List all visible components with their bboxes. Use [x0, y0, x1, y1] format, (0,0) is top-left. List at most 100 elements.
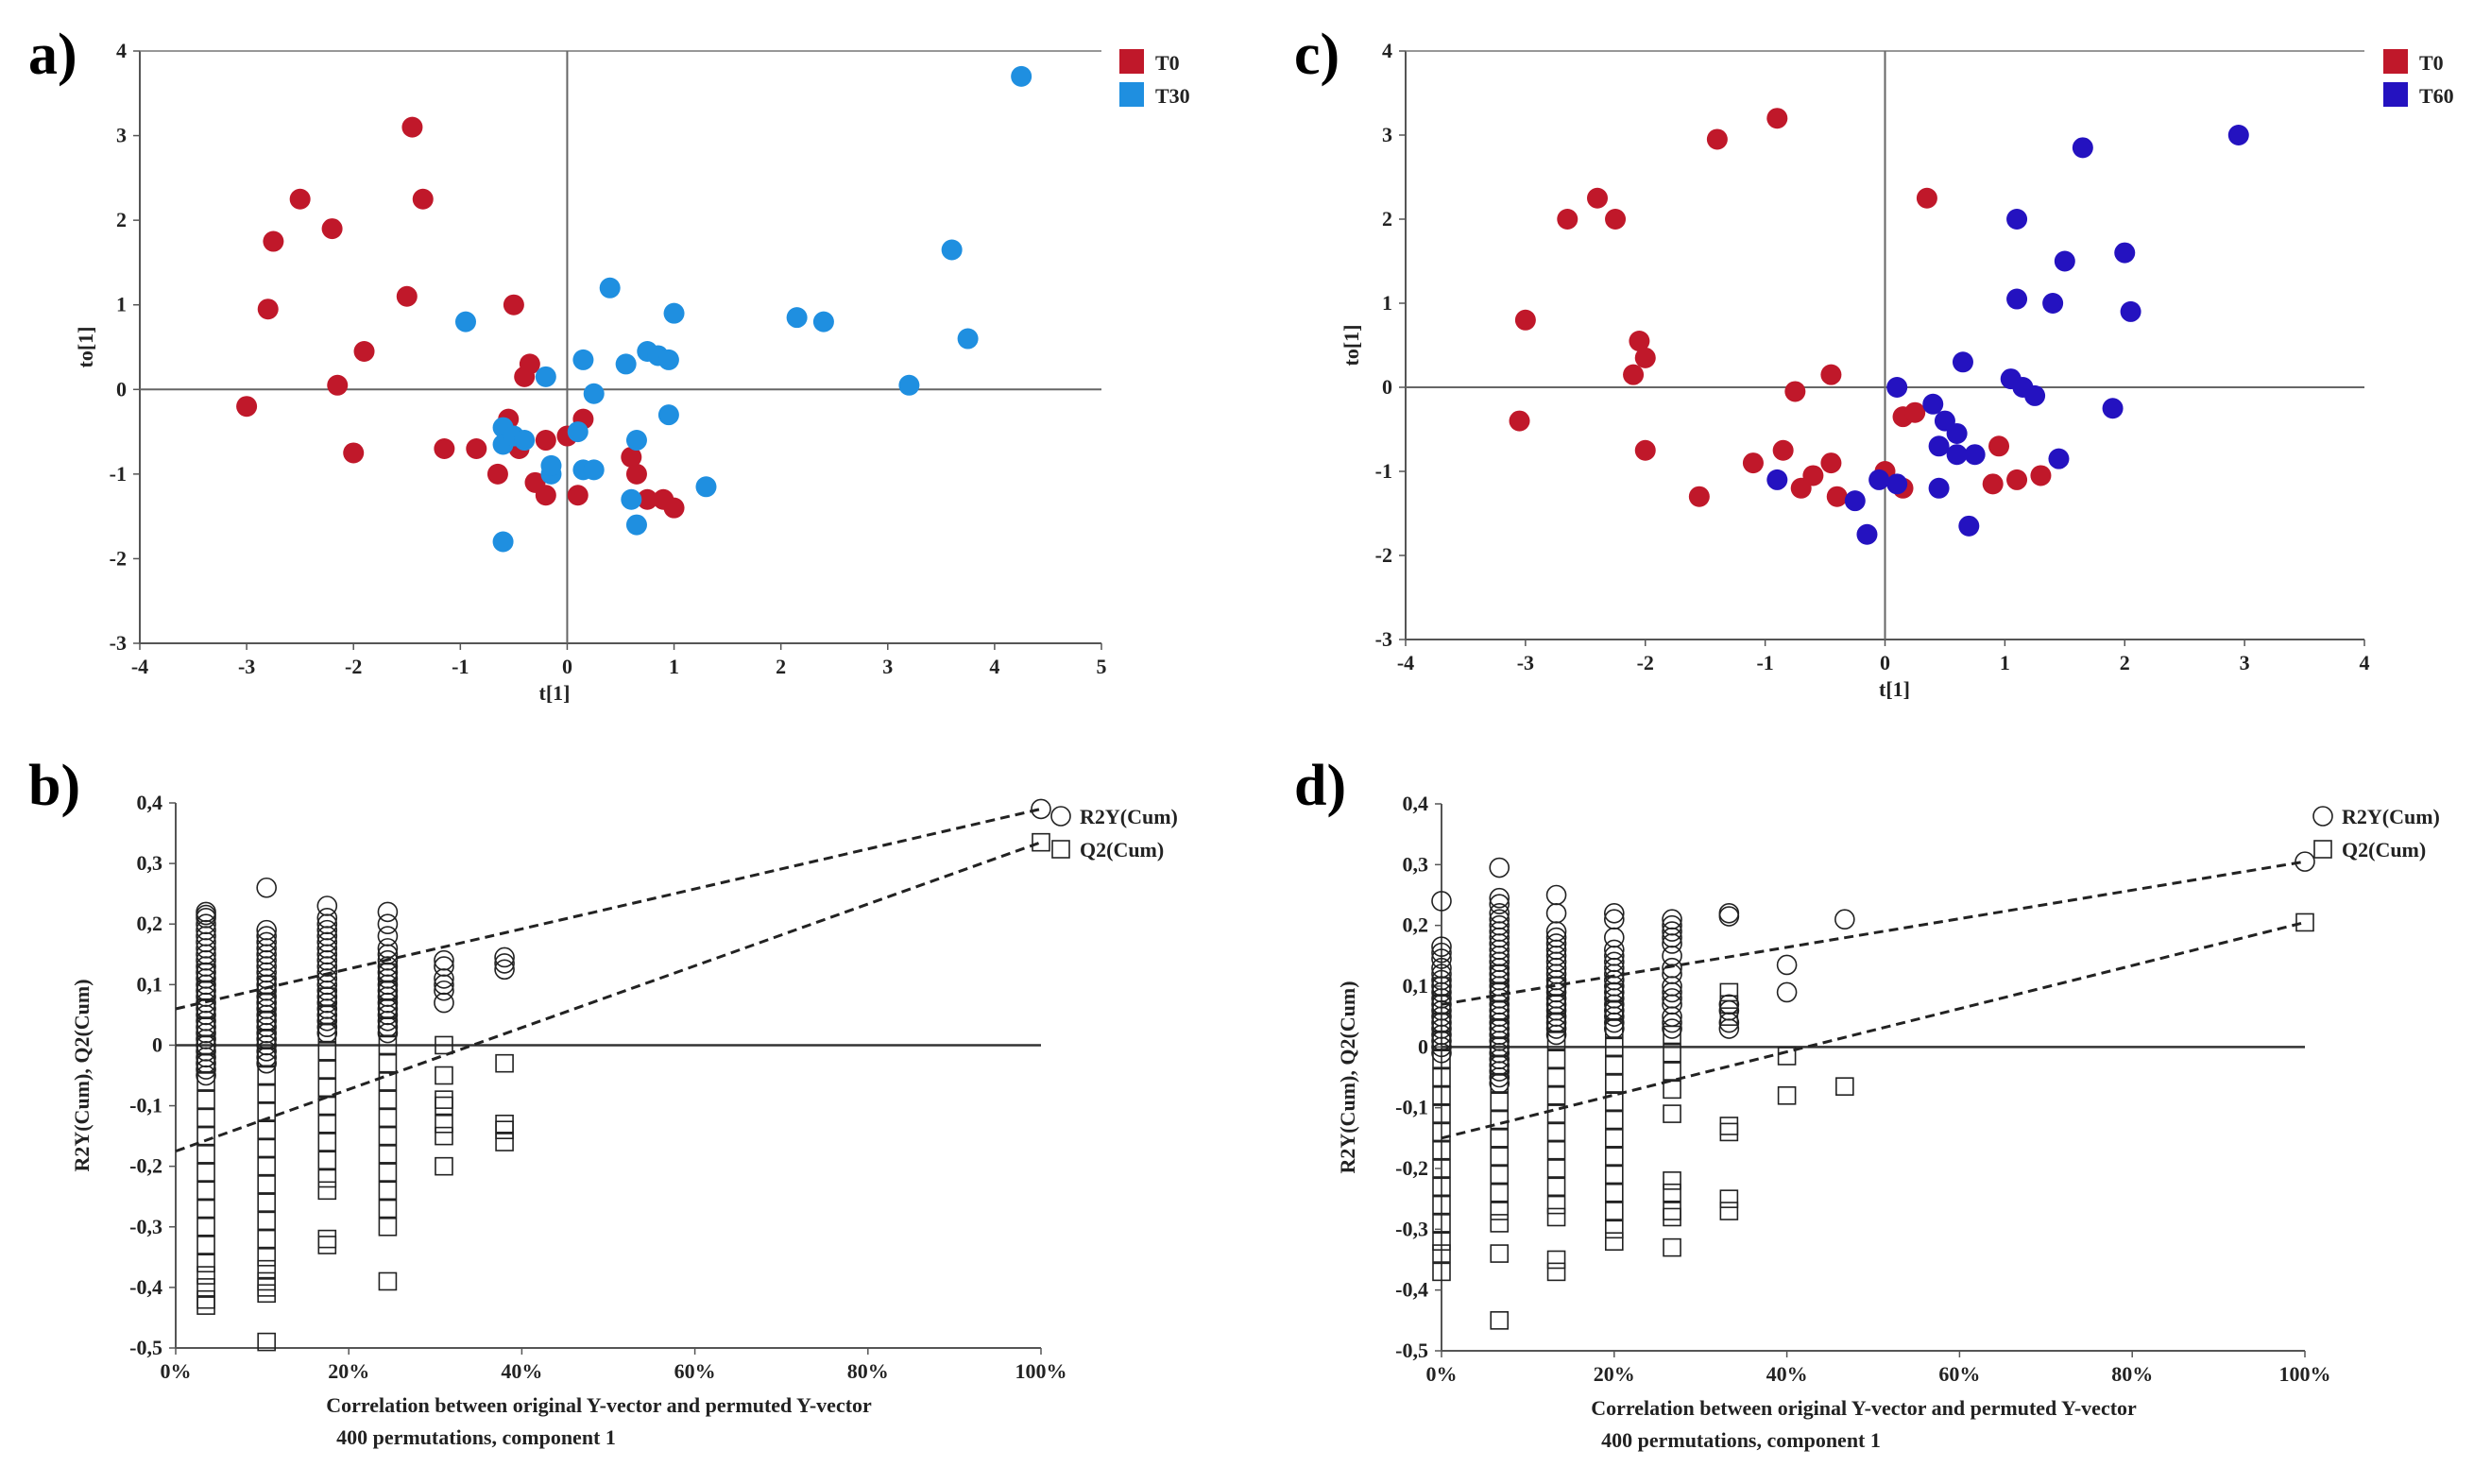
x-tick-label: 0 — [562, 655, 572, 678]
y-tick-label: -3 — [1375, 627, 1392, 651]
data-point — [378, 1108, 398, 1128]
data-point — [1688, 486, 1710, 507]
data-point — [196, 1236, 215, 1254]
data-point — [1546, 1122, 1566, 1142]
y-tick-label: -2 — [110, 546, 127, 570]
data-point — [1432, 1013, 1451, 1032]
data-point — [378, 1217, 398, 1237]
data-point — [2102, 398, 2124, 419]
data-point — [495, 1114, 514, 1134]
data-point — [1982, 473, 2004, 495]
x-tick-label: 2 — [2120, 651, 2130, 674]
data-point — [1766, 469, 1788, 490]
data-point — [317, 1114, 337, 1134]
data-point — [377, 926, 399, 947]
data-point — [1742, 452, 1764, 474]
data-point — [1489, 894, 1510, 914]
data-point — [540, 454, 562, 476]
data-point — [2006, 288, 2028, 310]
data-point — [625, 514, 647, 536]
data-point — [1546, 1207, 1566, 1227]
data-point — [1952, 351, 1973, 373]
y-tick-label: 2 — [116, 208, 127, 231]
x-axis-label: Correlation between original Y-vector an… — [326, 1393, 872, 1417]
y-tick-label: 3 — [116, 124, 127, 147]
data-point — [435, 1114, 453, 1134]
data-point — [196, 1090, 215, 1109]
data-point — [1605, 1074, 1624, 1093]
x-tick-label: 60% — [674, 1359, 716, 1383]
data-point — [1604, 1012, 1625, 1033]
data-point — [1634, 439, 1656, 461]
data-point — [196, 1163, 215, 1182]
data-point — [196, 1072, 215, 1091]
y-tick-label: -0,4 — [129, 1275, 162, 1299]
data-point — [625, 430, 647, 452]
data-point — [1928, 477, 1950, 499]
y-tick-label: -0,1 — [1395, 1096, 1428, 1119]
data-point — [1490, 1110, 1510, 1130]
data-point — [2054, 250, 2075, 272]
data-point — [2048, 448, 2070, 469]
data-point — [378, 1126, 398, 1146]
data-point — [196, 1065, 216, 1086]
data-point — [196, 981, 215, 1000]
series-T30 — [454, 65, 1032, 553]
data-point — [1868, 469, 1890, 490]
data-point — [256, 1052, 277, 1074]
data-point — [1719, 1122, 1739, 1142]
data-point — [378, 1199, 398, 1219]
data-point — [1844, 490, 1866, 512]
data-point — [196, 999, 215, 1018]
data-point — [1509, 410, 1530, 432]
data-point — [257, 1030, 276, 1049]
x-tick-label: 4 — [989, 655, 999, 678]
data-point — [492, 531, 514, 553]
data-point — [257, 1175, 276, 1194]
data-point — [1432, 1086, 1451, 1105]
data-point — [1490, 1244, 1510, 1263]
data-point — [1663, 1207, 1681, 1227]
y-tick-label: 0,1 — [1403, 974, 1429, 998]
regression-line — [175, 841, 1042, 1153]
data-point — [1490, 1037, 1510, 1057]
data-point — [1605, 1000, 1624, 1020]
legend-label: T60 — [2419, 84, 2454, 108]
data-point — [434, 437, 455, 459]
data-point — [1490, 1129, 1510, 1148]
legend-label: Q2(Cum) — [2342, 838, 2426, 861]
data-point — [621, 488, 642, 510]
data-point — [494, 947, 515, 968]
x-tick-label: -3 — [1517, 651, 1534, 674]
data-point — [236, 396, 258, 418]
data-point — [1776, 954, 1798, 976]
x-axis-label: Correlation between original Y-vector an… — [1591, 1396, 2137, 1420]
data-point — [435, 1035, 453, 1055]
y-tick-label: -0,3 — [129, 1215, 162, 1238]
data-point — [343, 442, 365, 464]
y-axis-label: R2Y(Cum), Q2(Cum) — [1336, 981, 1359, 1173]
data-point — [1719, 982, 1739, 1002]
data-point — [377, 901, 399, 923]
data-point — [514, 430, 536, 452]
data-point — [1663, 1171, 1681, 1190]
data-point — [1546, 1067, 1566, 1087]
y-tick-label: -1 — [1375, 459, 1392, 483]
data-point — [572, 349, 594, 370]
data-point — [257, 1066, 276, 1085]
data-point — [1432, 1195, 1451, 1215]
data-point — [695, 476, 717, 498]
data-point — [1489, 1066, 1510, 1088]
chart-panel-b: b) 0% 20% 40% 60% 80% 100% -0,5 -0,4 -0,3 -0,2 -0,1… — [28, 754, 1178, 1449]
data-point — [257, 1083, 276, 1103]
legend-marker — [1051, 840, 1070, 859]
data-point — [583, 459, 605, 481]
data-point — [495, 1133, 514, 1151]
x-tick-label: 0% — [1426, 1362, 1458, 1386]
data-point — [257, 1048, 276, 1067]
data-point — [1432, 1177, 1451, 1197]
data-point — [435, 1066, 453, 1085]
y-tick-label: -0,5 — [1395, 1339, 1428, 1362]
data-point — [1489, 887, 1510, 909]
data-point — [1432, 1104, 1451, 1123]
